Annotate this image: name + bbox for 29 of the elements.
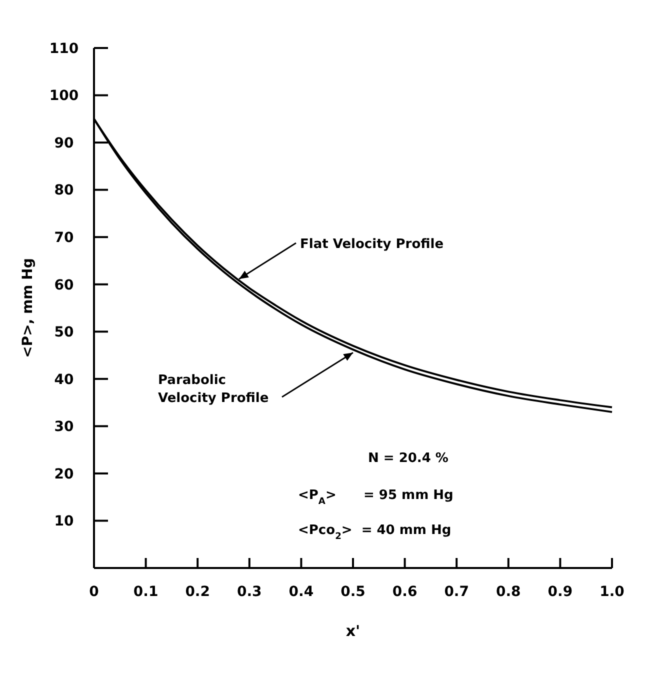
y-tick-label: 100 (49, 88, 79, 104)
y-tick-label: 60 (54, 277, 74, 294)
annotation: Parabolic Velocity Profile (158, 373, 269, 406)
y-tick-label: 30 (54, 419, 74, 436)
x-tick-label: 0 (89, 584, 100, 600)
x-tick-label: 0.2 (185, 584, 210, 600)
y-tick-label: 20 (54, 466, 74, 482)
x-tick-label: 1.0 (600, 584, 625, 600)
x-tick-label: 0.7 (444, 584, 470, 600)
x-tick-label: 0.4 (288, 584, 314, 600)
annotation: <Pco$_{2}$> = 40 mm Hg (298, 523, 452, 542)
annotation: Flat Velocity Profile (300, 237, 444, 252)
y-axis-title: <P>, mm Hg (20, 258, 36, 358)
annotation: N = 20.4 % (368, 451, 448, 466)
y-tick-label: 70 (54, 230, 74, 246)
y-tick-label: 90 (54, 135, 74, 152)
y-tick-label: 110 (49, 40, 79, 57)
x-tick-label: 0.8 (496, 584, 521, 600)
y-tick-label: 50 (54, 324, 74, 341)
x-tick-label: 0.9 (548, 584, 573, 600)
x-tick-label: 0.5 (340, 584, 366, 600)
annotation: <P$_{A}$> = 95 mm Hg (298, 488, 454, 507)
y-tick-label: 80 (54, 182, 74, 199)
y-tick-label: 10 (54, 514, 74, 530)
x-axis-title: x' (346, 622, 360, 640)
x-tick-label: 0.1 (133, 584, 158, 600)
y-tick-label: 40 (54, 372, 74, 388)
x-tick-label: 0.6 (392, 584, 418, 600)
x-tick-label: 0.3 (236, 584, 262, 600)
